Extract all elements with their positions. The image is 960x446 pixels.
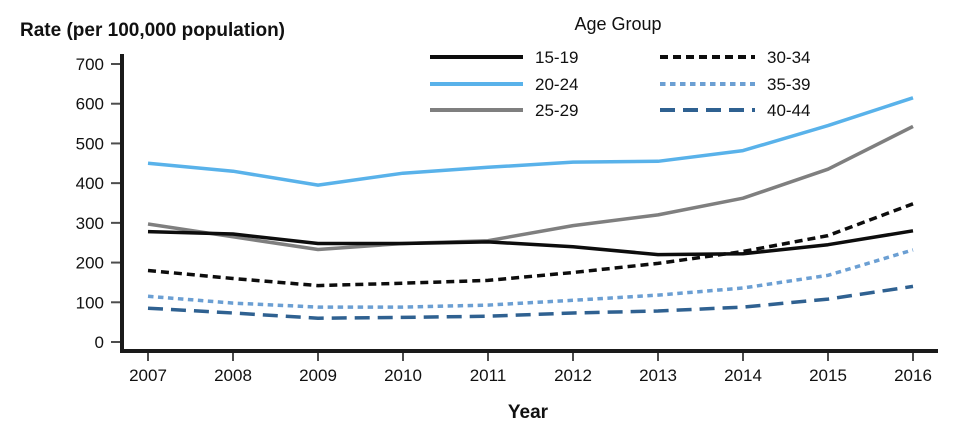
series-line-25-29 [147, 124, 914, 252]
y-tick-label: 400 [76, 174, 104, 193]
y-tick-label: 200 [76, 254, 104, 273]
legend-label: 40-44 [767, 101, 810, 120]
x-tick-label: 2011 [470, 366, 507, 385]
legend-item-20-24: 20-24 [430, 75, 578, 94]
series-line-35-39 [147, 248, 914, 309]
x-axis-title: Year [508, 402, 549, 423]
y-tick-label: 600 [76, 95, 104, 114]
series-line-20-24 [147, 96, 914, 187]
legend-label: 30-34 [767, 48, 810, 67]
x-tick-label: 2010 [384, 366, 422, 385]
x-tick-label: 2012 [554, 366, 592, 385]
series-line-30-34 [147, 202, 914, 288]
x-tick-label: 2015 [809, 366, 847, 385]
x-tick-label: 2008 [214, 366, 252, 385]
y-tick-label: 100 [76, 293, 104, 312]
axes: 0 100 200 300 400 500 600 700 2007 2008 2009 2010 20… [76, 54, 938, 385]
x-tick-label: 2007 [129, 366, 167, 385]
legend-label: 25-29 [535, 101, 578, 120]
legend: 15-19 20-24 25-29 30-34 35-39 40-44 [430, 48, 810, 120]
y-tick-label: 700 [76, 55, 104, 74]
y-tick-label: 0 [95, 333, 104, 352]
x-tick-label: 2013 [639, 366, 677, 385]
x-tick-label: 2009 [299, 366, 337, 385]
x-tick-label: 2016 [894, 366, 932, 385]
legend-label: 20-24 [535, 75, 578, 94]
series-line-15-19 [147, 229, 914, 257]
x-tick-label: 2014 [724, 366, 762, 385]
legend-item-25-29: 25-29 [430, 101, 578, 120]
legend-item-15-19: 15-19 [430, 48, 578, 67]
y-tick-label: 500 [76, 134, 104, 153]
legend-item-30-34: 30-34 [660, 48, 810, 67]
legend-label: 35-39 [767, 75, 810, 94]
legend-item-40-44: 40-44 [660, 101, 810, 120]
series-lines [147, 96, 914, 320]
series-line-40-44 [147, 284, 914, 320]
y-tick-label: 300 [76, 214, 104, 233]
legend-title: Age Group [574, 14, 661, 34]
legend-label: 15-19 [535, 48, 578, 67]
legend-item-35-39: 35-39 [660, 75, 810, 94]
y-axis-title: Rate (per 100,000 population) [20, 20, 285, 41]
